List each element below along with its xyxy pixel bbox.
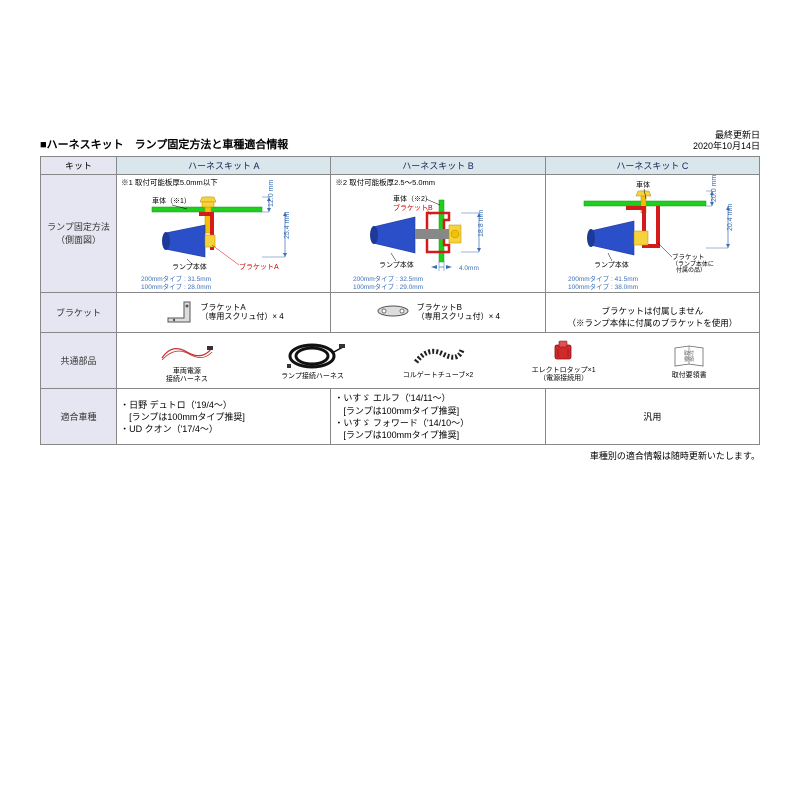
svg-text:100mmタイプ : 29.0mm: 100mmタイプ : 29.0mm [353,282,423,291]
common-cell: 車両電源 接続ハーネス ランプ接続ハーネス [117,333,760,389]
svg-text:ブラケット: ブラケット [672,252,705,261]
col-b-head: ハーネスキット B [331,156,545,174]
svg-text:付属の品）: 付属の品） [676,266,706,274]
row-common-head: 共通部品 [41,333,117,389]
col-a-head: ハーネスキット A [117,156,331,174]
col-c-head: ハーネスキット C [545,156,759,174]
bracket-c: ブラケットは付属しません （※ランプ本体に付属のブラケットを使用） [545,292,759,333]
item-tube: コルゲートチューブ×2 [375,342,501,380]
svg-text:12.0 mm: 12.0 mm [268,179,275,206]
item-power-harness: 車両電源 接続ハーネス [124,338,250,383]
bracket-b-label: ブラケットB （専用スクリュ付）× 4 [417,303,500,322]
page-title: ■ハーネスキット ランプ固定方法と車種適合情報 [40,136,288,152]
svg-a: 12.0 mm 25.4 mm 車体（※1） ランプ本体 ブラケットA [117,175,330,292]
svg-text:20.0 mm: 20.0 mm [711,175,718,202]
sheet: ■ハーネスキット ランプ固定方法と車種適合情報 最終更新日 2020年10月14… [40,130,760,462]
svg-text:車体（※1）: 車体（※1） [152,196,191,205]
bracket-a-icon [164,298,194,326]
svg-c: 20.0 mm 20.4 mm 車体 ランプ本体 ブラケット （ランプ本 [546,175,759,292]
svg-text:4.0mm: 4.0mm [459,265,479,272]
vehicle-a: ・日野 デュトロ（'19/4～） [ランプは100mmタイプ推奨] ・UD クオ… [117,389,331,445]
bracket-b-icon [376,301,410,323]
svg-text:ブラケットA: ブラケットA [239,262,279,271]
diagram-a: ※1 取付可能板厚5.0mm以下 [117,174,331,292]
svg-text:200mmタイプ : 31.5mm: 200mmタイプ : 31.5mm [141,274,211,283]
update-date: 2020年10月14日 [693,141,760,152]
diagram-c: 20.0 mm 20.4 mm 車体 ランプ本体 ブラケット （ランプ本 [545,174,759,292]
svg-text:200mmタイプ : 41.5mm: 200mmタイプ : 41.5mm [568,274,638,283]
svg-text:100mmタイプ : 28.0mm: 100mmタイプ : 28.0mm [141,282,211,291]
col0-head: キット [41,156,117,174]
svg-text:ランプ本体: ランプ本体 [172,262,207,271]
svg-text:ランプ本体: ランプ本体 [379,260,414,269]
bracket-c-label: ブラケットは付属しません （※ランプ本体に付属のブラケットを使用） [567,306,737,328]
diagram-b: ※2 取付可能板厚2.5～5.0mm [331,174,545,292]
svg-text:車体: 車体 [636,180,650,189]
svg-text:ランプ本体: ランプ本体 [594,260,629,269]
update-info: 最終更新日 2020年10月14日 [693,130,760,152]
svg-text:25.4 mm: 25.4 mm [284,211,291,238]
header-row: ■ハーネスキット ランプ固定方法と車種適合情報 最終更新日 2020年10月14… [40,130,760,152]
bracket-a: ブラケットA （専用スクリュ付）× 4 [117,292,331,333]
svg-text:ブラケットB: ブラケットB [393,203,433,212]
svg-b: 18.8 mm 4.0mm 車体（※2） ブラケットB ランプ本体 [331,175,544,292]
svg-text:（ランプ本体に: （ランプ本体に [672,260,714,268]
bracket-b: ブラケットB （専用スクリュ付）× 4 [331,292,545,333]
vehicle-c: 汎用 [545,389,759,445]
svg-text:車体（※2）: 車体（※2） [393,194,432,203]
svg-text:取付: 取付 [684,350,694,357]
common-items: 車両電源 接続ハーネス ランプ接続ハーネス [120,335,756,386]
item-lamp-harness: ランプ接続ハーネス [250,341,376,381]
footnote: 車種別の適合情報は随時更新いたします。 [40,449,760,462]
svg-text:100mmタイプ : 38.0mm: 100mmタイプ : 38.0mm [568,282,638,291]
svg-text:18.8 mm: 18.8 mm [478,209,485,236]
item-tap: エレクトロタップ×1 （電源接続用） [501,339,627,382]
update-label: 最終更新日 [693,130,760,141]
main-table: キット ハーネスキット A ハーネスキット B ハーネスキット C ランプ固定方… [40,156,760,446]
svg-text:要領: 要領 [684,356,694,363]
row-diagram-head: ランプ固定方法 （側面図） [41,174,117,292]
row-vehicle-head: 適合車種 [41,389,117,445]
row-bracket-head: ブラケット [41,292,117,333]
svg-text:20.4 mm: 20.4 mm [727,203,734,230]
bracket-a-label: ブラケットA （専用スクリュ付）× 4 [200,303,283,322]
svg-text:200mmタイプ : 32.5mm: 200mmタイプ : 32.5mm [353,274,423,283]
item-manual: 取付 要領 取付要領書 [626,342,752,380]
vehicle-b: ・いすゞ エルフ（'14/11～） [ランプは100mmタイプ推奨] ・いすゞ … [331,389,545,445]
